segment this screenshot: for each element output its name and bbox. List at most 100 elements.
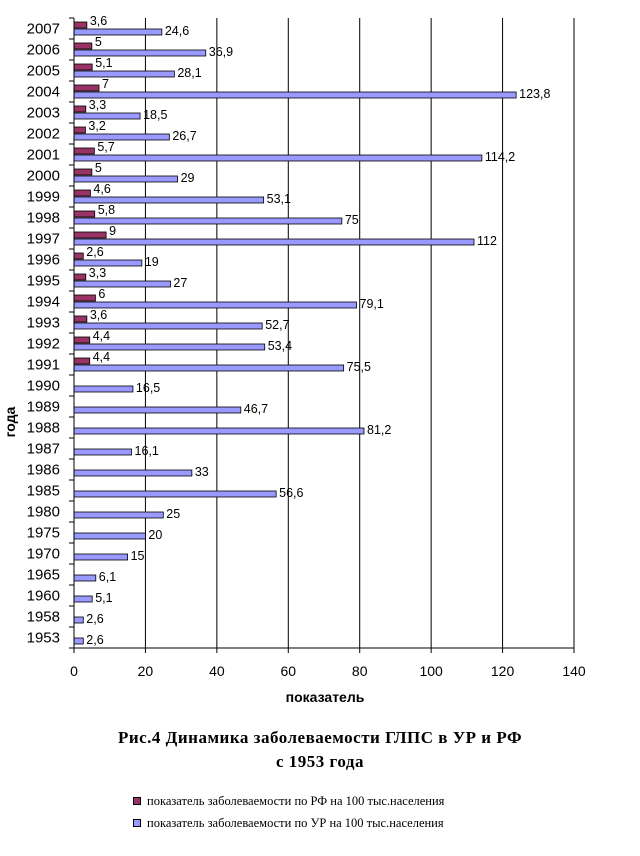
y-tick-label: 2003: [27, 105, 60, 122]
y-tick-label: 1999: [27, 189, 60, 206]
bar-rf: [73, 21, 88, 29]
data-label-rf: 3,3: [89, 266, 106, 280]
data-label-ur: 16,1: [135, 444, 159, 458]
bar-rf: [73, 126, 86, 134]
data-label-ur: 33: [195, 465, 209, 479]
x-tick-label: 100: [419, 663, 443, 679]
data-label-ur: 112: [477, 234, 497, 248]
bar-ur: [73, 364, 345, 372]
bar-ur: [73, 532, 146, 540]
data-label-ur: 53,4: [268, 339, 292, 353]
x-tick-label: 60: [280, 663, 296, 679]
data-label-rf: 3,2: [88, 119, 105, 133]
bar-ur: [73, 511, 164, 519]
x-tick-label: 0: [70, 663, 78, 679]
y-tick-label: 1990: [27, 378, 60, 395]
bar-rf: [73, 147, 95, 155]
data-label-ur: 29: [181, 171, 195, 185]
y-axis-title: года: [2, 406, 18, 437]
bar-rf: [73, 336, 91, 344]
data-label-rf: 5,8: [98, 203, 115, 217]
data-label-ur: 53,1: [267, 192, 291, 206]
bar-rf: [73, 252, 84, 260]
data-label-ur: 79,1: [360, 297, 384, 311]
bar-ur: [73, 301, 357, 309]
bar-ur: [73, 637, 84, 645]
y-tick-label: 1986: [27, 462, 60, 479]
bar-ur: [73, 490, 277, 498]
data-label-ur: 81,2: [367, 423, 391, 437]
bars: [73, 21, 517, 645]
data-label-ur: 52,7: [265, 318, 289, 332]
y-tick-label: 1998: [27, 210, 60, 227]
x-tick-label: 120: [491, 663, 515, 679]
data-label-rf: 5: [95, 161, 102, 175]
bar-ur: [73, 280, 171, 288]
data-label-rf: 4,4: [93, 329, 110, 343]
y-tick-label: 2006: [27, 42, 60, 59]
y-tick-label: 1997: [27, 231, 60, 248]
bar-rf: [73, 294, 96, 302]
data-label-ur: 18,5: [143, 108, 167, 122]
legend-swatch-ur: [133, 819, 141, 827]
bar-rf: [73, 357, 91, 365]
bar-rf: [73, 42, 93, 50]
bar-rf: [73, 231, 107, 239]
bar-ur: [73, 427, 365, 435]
gridlines: [144, 18, 575, 648]
figure-caption-line-1: Рис.4 Динамика заболеваемости ГЛПС в УР …: [117, 728, 523, 747]
data-label-ur: 2,6: [86, 633, 103, 647]
bar-ur: [73, 595, 93, 603]
y-tick-label: 1991: [27, 357, 60, 374]
data-label-rf: 2,6: [86, 245, 103, 259]
y-tick-label: 1996: [27, 252, 60, 269]
y-tick-label: 1965: [27, 567, 60, 584]
data-label-ur: 24,6: [165, 24, 189, 38]
y-tick-label: 1989: [27, 399, 60, 416]
y-tick-label: 1985: [27, 483, 60, 500]
bar-ur: [73, 385, 134, 393]
bar-ur: [73, 406, 242, 414]
data-label-rf: 5: [95, 35, 102, 49]
bar-ur: [73, 553, 128, 561]
y-tick-label: 2002: [27, 126, 60, 143]
data-label-ur: 20: [148, 528, 162, 542]
bar-rf: [73, 315, 88, 323]
bar-ur: [73, 112, 141, 120]
x-tick-label: 20: [138, 663, 154, 679]
data-label-ur: 25: [166, 507, 180, 521]
data-label-rf: 4,6: [93, 182, 110, 196]
data-label-ur: 27: [173, 276, 187, 290]
data-label-ur: 15: [131, 549, 145, 563]
x-tick-label: 80: [352, 663, 368, 679]
data-label-ur: 5,1: [95, 591, 112, 605]
bar-ur: [73, 133, 170, 141]
y-tick-label: 1995: [27, 273, 60, 290]
bar-ur: [73, 28, 163, 36]
bar-ur: [73, 238, 475, 246]
data-label-ur: 36,9: [209, 45, 233, 59]
y-tick-label: 2004: [27, 84, 60, 101]
data-label-rf: 5,7: [97, 140, 114, 154]
bar-ur: [73, 616, 84, 624]
x-axis-title: показатель: [286, 689, 365, 705]
bar-rf: [73, 84, 100, 92]
y-tick-label: 2000: [27, 168, 60, 185]
bar-ur: [73, 49, 207, 57]
data-label-rf: 3,3: [89, 98, 106, 112]
bar-rf: [73, 168, 93, 176]
bar-ur: [73, 574, 97, 582]
data-label-rf: 6: [98, 287, 105, 301]
data-labels: 3,6 5 5,1 7 3,3 3,2 5,7 5 4,6 5,8 9 2,6 3,3 6 3,6 4,4 4,…: [86, 14, 550, 647]
y-tick-label: 1975: [27, 525, 60, 542]
y-tick-label: 2001: [27, 147, 60, 164]
legend-item-ur: показатель заболеваемости по УР на 100 т…: [133, 812, 444, 834]
data-label-ur: 16,5: [136, 381, 160, 395]
bar-rf: [73, 210, 96, 218]
bar-rf: [73, 105, 87, 113]
legend-label-ur: показатель заболеваемости по УР на 100 т…: [147, 815, 444, 830]
bar-rf: [73, 63, 93, 71]
bar-ur: [73, 175, 178, 183]
legend-item-rf: показатель заболеваемости по РФ на 100 т…: [133, 790, 444, 812]
